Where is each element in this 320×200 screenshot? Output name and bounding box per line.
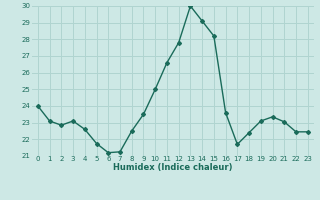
X-axis label: Humidex (Indice chaleur): Humidex (Indice chaleur) — [113, 163, 233, 172]
